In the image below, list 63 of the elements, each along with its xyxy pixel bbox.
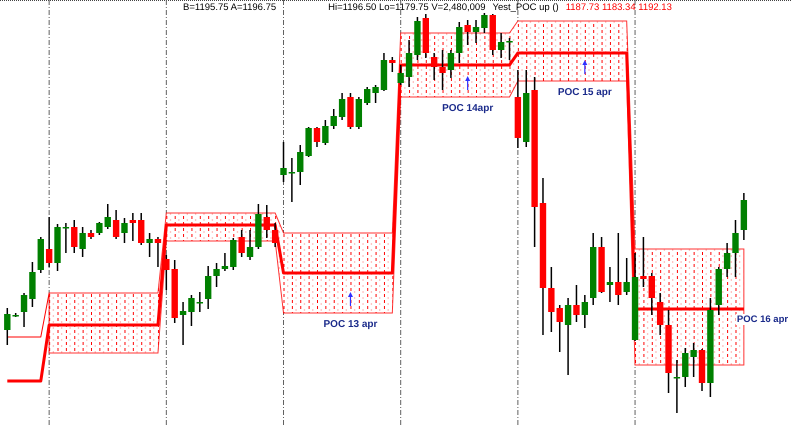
- candlestick: [330, 108, 337, 130]
- candlestick: [556, 304, 563, 353]
- annotation: Hi=1196.50 Lo=1179.75 V=2,480,009: [328, 2, 486, 13]
- annotation: Yest_POC up (): [492, 2, 559, 13]
- candlestick: [46, 216, 52, 268]
- candlestick: [280, 141, 287, 183]
- candlestick: [104, 203, 111, 230]
- candlestick: [606, 266, 614, 303]
- annotation: POC 13 apr: [324, 319, 378, 330]
- candlestick: [204, 265, 212, 310]
- candlestick: [213, 262, 220, 288]
- candlestick: [389, 56, 396, 73]
- candlestick: [112, 209, 120, 240]
- candlestick: [498, 32, 504, 59]
- candlestick: [648, 272, 655, 316]
- candlestick: [573, 284, 580, 323]
- annotation: POC 16 apr: [736, 314, 788, 325]
- candlestick: [314, 126, 320, 148]
- candlestick: [448, 49, 454, 79]
- candlestick: [238, 229, 245, 258]
- candlestick: [246, 229, 254, 261]
- candlestick: [272, 222, 278, 248]
- candlestick: [397, 64, 404, 86]
- candlestick: [264, 204, 270, 239]
- candlestick: [138, 212, 144, 246]
- annotation: 1187.73 1183.34 1192.13: [566, 2, 672, 13]
- candlestick: [656, 292, 664, 336]
- candlestick: [640, 236, 647, 288]
- candlestick: [732, 219, 739, 278]
- candlestick: [146, 232, 153, 258]
- candlestick: [690, 342, 697, 378]
- candlestick: [372, 84, 379, 104]
- candlestick: [322, 119, 329, 146]
- candlestick: [548, 266, 555, 333]
- candlestick: [338, 92, 346, 121]
- annotation: POC 15 apr: [558, 87, 612, 98]
- candlestick: [288, 157, 296, 203]
- candlestick: [682, 347, 688, 388]
- candlestick: [79, 226, 86, 258]
- candlestick: [130, 212, 136, 242]
- candlestick: [615, 232, 622, 306]
- candlestick: [623, 257, 630, 296]
- candlestick: [506, 37, 513, 61]
- candlestick: [481, 12, 488, 34]
- candlestick: [96, 221, 103, 236]
- annotation: POC 14apr: [442, 103, 494, 114]
- candlestick: [724, 242, 730, 278]
- candlestick: [674, 359, 680, 414]
- candlestick: [71, 219, 78, 254]
- candlestick: [4, 307, 10, 346]
- candlestick: [364, 86, 370, 106]
- candlestick: [222, 252, 228, 272]
- candlestick: [297, 144, 304, 186]
- candlestick: [20, 292, 28, 328]
- candlestick: [62, 222, 70, 254]
- annotation: B=1195.75 A=1196.75: [183, 2, 276, 13]
- candlestick: [154, 236, 162, 268]
- candlestick: [564, 297, 572, 376]
- candlestick: [163, 254, 170, 291]
- candlestick: [472, 19, 480, 44]
- candlestick: [196, 291, 204, 313]
- candlestick: [121, 217, 128, 244]
- candlestick: [582, 294, 588, 329]
